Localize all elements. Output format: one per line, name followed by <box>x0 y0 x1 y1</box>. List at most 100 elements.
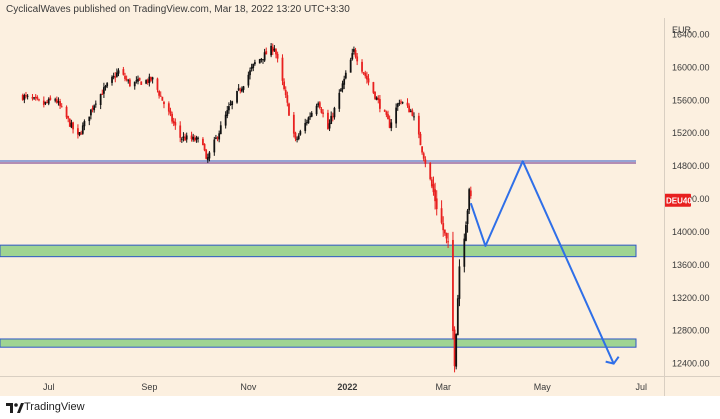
symbol-badge: DEU40 <box>663 193 692 207</box>
candle-body <box>174 122 177 126</box>
candle-body <box>286 95 289 103</box>
candle-body <box>159 95 162 97</box>
candle-body <box>49 97 52 100</box>
candle-body <box>112 75 115 78</box>
candle-body <box>374 91 376 99</box>
candle-body <box>469 190 472 197</box>
candle-body <box>284 90 287 96</box>
candle-body <box>455 334 458 367</box>
candle-body <box>169 110 172 114</box>
candle-body <box>406 102 409 106</box>
candle-body <box>390 122 393 129</box>
candle-body <box>81 125 84 134</box>
candle-body <box>367 78 370 83</box>
candle-body <box>203 143 206 151</box>
candle-body <box>146 79 149 83</box>
candle-body <box>387 114 389 120</box>
candle-body <box>67 116 70 119</box>
candle-body <box>364 73 367 77</box>
price-chart[interactable] <box>0 18 664 376</box>
time-tick-label: May <box>534 382 552 392</box>
candle-body <box>83 121 86 127</box>
candle-body <box>91 107 94 110</box>
support-zone <box>0 244 637 258</box>
candle-body <box>463 238 466 267</box>
candle-body <box>228 106 230 111</box>
price-tick-label: 12800.00 <box>672 326 710 336</box>
candle-body <box>249 70 251 76</box>
candle-body <box>424 159 427 164</box>
candle-body <box>202 138 204 146</box>
price-tick-label: 15600.00 <box>672 95 710 105</box>
candle-body <box>328 123 331 129</box>
candle-body <box>151 77 154 80</box>
candle-body <box>26 95 29 97</box>
candle-body <box>78 132 81 136</box>
candle-body <box>383 110 386 112</box>
candle-body <box>239 89 242 91</box>
candle-body <box>270 45 273 56</box>
candle-body <box>378 99 381 109</box>
time-axis[interactable]: Jul Sep Nov 2022 Mar May Jul <box>0 376 664 396</box>
candle-body <box>281 57 284 81</box>
candle-body <box>304 122 307 131</box>
candle-body <box>34 96 37 99</box>
candle-body <box>36 96 39 99</box>
candle-body <box>275 49 277 55</box>
candle-body <box>33 97 35 99</box>
candle-body <box>413 116 415 118</box>
candle-body <box>333 107 336 118</box>
symbol-badge-bg <box>663 193 691 207</box>
candle-body <box>419 133 422 146</box>
chart-pane[interactable] <box>0 18 664 376</box>
candle-body <box>46 101 48 103</box>
candle-body <box>421 146 424 153</box>
candle-body <box>417 115 420 135</box>
candle-body <box>409 110 412 112</box>
time-tick-label: Jul <box>636 382 648 392</box>
candle-body <box>395 107 398 124</box>
price-tick-label: 15200.00 <box>672 128 710 138</box>
candle-body <box>432 184 435 193</box>
candle-body <box>443 229 446 234</box>
time-axis-labels: Jul Sep Nov 2022 Mar May Jul <box>43 382 648 392</box>
candle-body <box>114 76 117 78</box>
candle-body <box>375 97 378 100</box>
candle-body <box>77 128 79 135</box>
candle-body <box>106 83 109 87</box>
candle-body <box>137 78 139 82</box>
candle-body <box>294 132 297 139</box>
publish-info-text: CyclicalWaves published on TradingView.c… <box>6 4 350 15</box>
candle-body <box>351 53 354 60</box>
candle-body <box>273 48 276 51</box>
candle-body <box>192 136 195 140</box>
candle-body <box>353 49 355 52</box>
candle-body <box>94 103 97 105</box>
candle-body <box>101 93 104 95</box>
candle-body <box>315 105 318 115</box>
candle-body <box>150 76 152 81</box>
candle-body <box>341 83 344 90</box>
time-tick-label: Mar <box>435 382 451 392</box>
candle-body <box>122 69 125 75</box>
candle-body <box>127 80 130 82</box>
candle-body <box>422 153 425 159</box>
candle-body <box>171 113 173 122</box>
candle-body <box>70 122 73 128</box>
candles <box>21 43 472 373</box>
candle-body <box>115 72 118 77</box>
candle-body <box>327 112 329 130</box>
candle-body <box>47 98 50 104</box>
candle-body <box>240 88 243 92</box>
candle-body <box>242 86 245 90</box>
candle-body <box>435 198 438 210</box>
candle-body <box>309 116 311 118</box>
candle-body <box>452 239 454 332</box>
support-zone <box>0 338 637 348</box>
candle-body <box>453 329 456 367</box>
candle-body <box>400 101 402 103</box>
price-axis[interactable]: EUR 12400.00 12800.00 13200.00 13600.00 1400… <box>663 18 720 376</box>
candle-body <box>318 102 321 109</box>
candle-body <box>219 125 222 135</box>
candle-body <box>247 74 250 86</box>
